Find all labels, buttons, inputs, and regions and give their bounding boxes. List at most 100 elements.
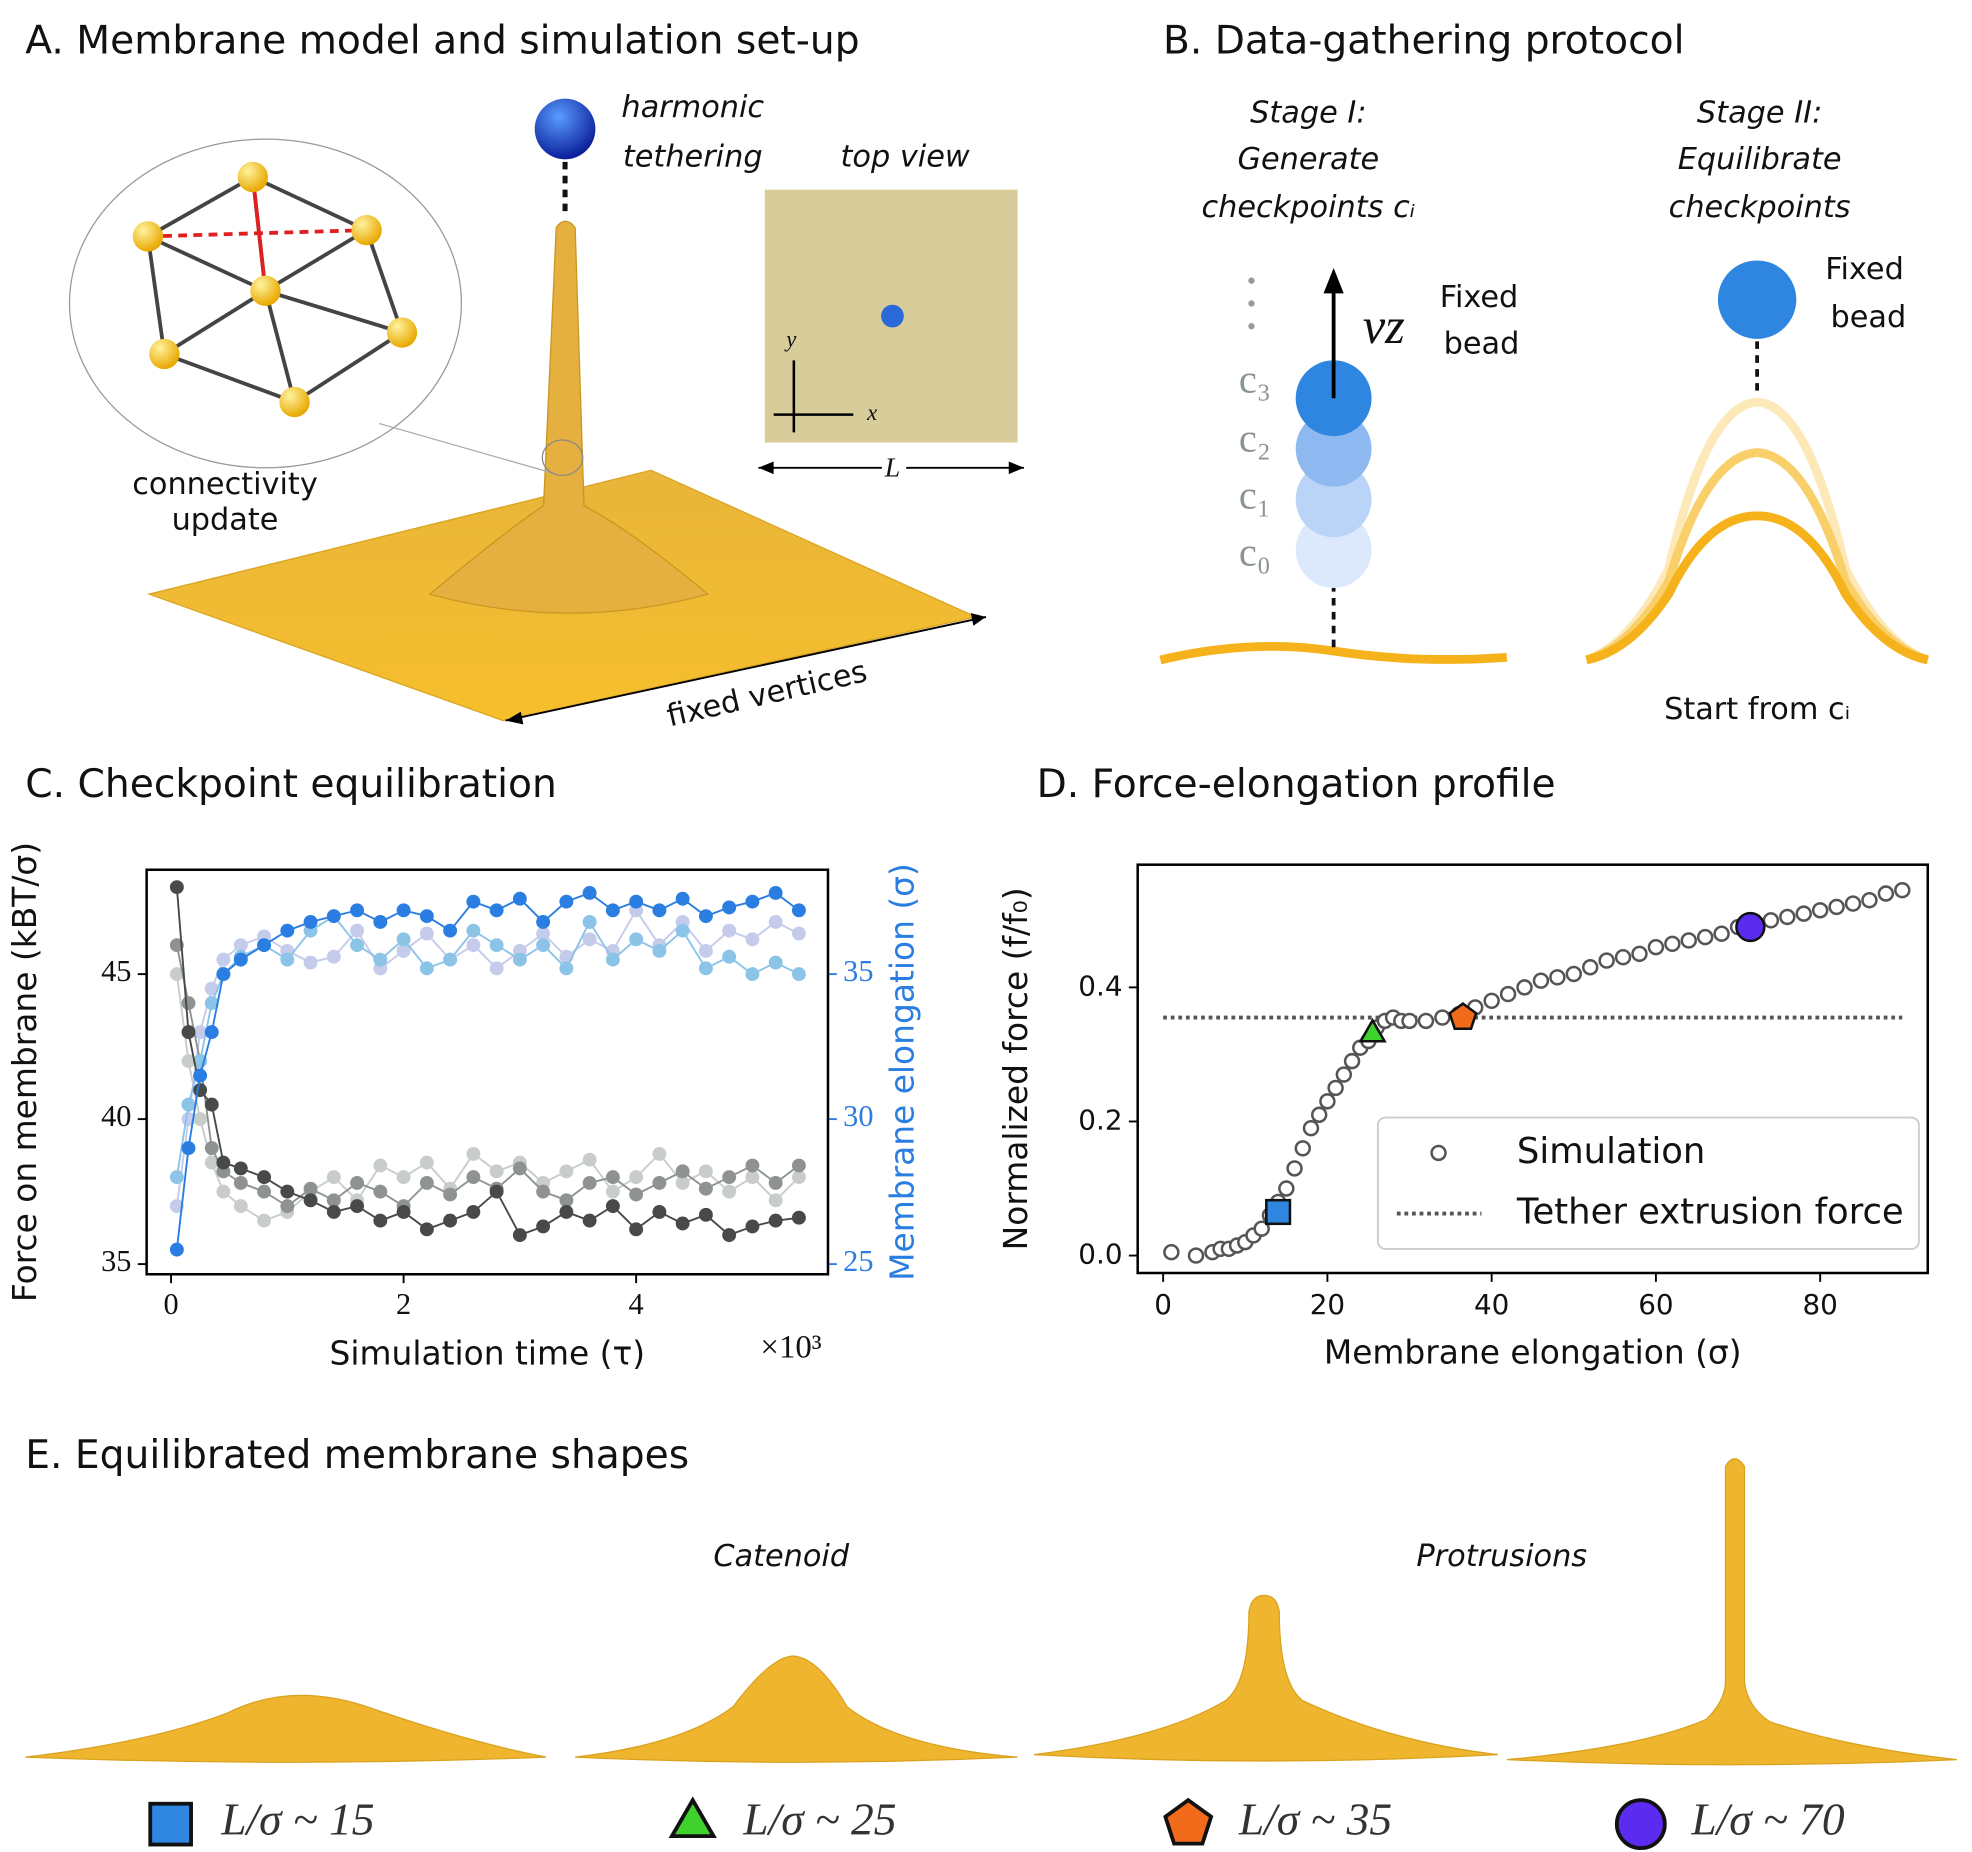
annotation: Stage I: [1250, 95, 1366, 130]
data-point [698, 961, 713, 976]
data-point [629, 1170, 644, 1185]
data-point [233, 952, 248, 967]
data-point [675, 1175, 690, 1190]
panel-title: E. Equilibrated membrane shapes [25, 1433, 689, 1478]
data-point [373, 1213, 388, 1228]
annotation: harmonic [621, 90, 764, 125]
data-point [791, 967, 806, 982]
data-point [489, 938, 504, 953]
data-point [1343, 1052, 1361, 1070]
annotation: Stage II: [1697, 95, 1822, 130]
legend-marker [1614, 1798, 1667, 1851]
data-point [1253, 1220, 1270, 1237]
data-point [350, 923, 365, 938]
data-point [443, 923, 458, 938]
annotation: checkpoints [1669, 190, 1851, 225]
data-point [204, 1141, 219, 1156]
data-point [466, 894, 481, 909]
x-tick-label: 80 [1802, 1288, 1837, 1321]
data-point [280, 1199, 295, 1214]
data-point [326, 1170, 341, 1185]
data-point [698, 943, 713, 958]
data-point [745, 894, 760, 909]
data-point [181, 1025, 196, 1040]
y-tick-label: 0.4 [1078, 969, 1122, 1002]
data-point [1499, 985, 1517, 1003]
data-point [536, 914, 551, 929]
data-point [193, 1025, 208, 1040]
data-point [675, 923, 690, 938]
data-point [443, 1187, 458, 1202]
y2-tick-label: 35 [843, 954, 873, 988]
data-point [652, 1146, 667, 1161]
data-point [419, 1175, 434, 1190]
data-point [303, 914, 318, 929]
data-point [1319, 1093, 1336, 1110]
checkpoint-label: c₁ [1239, 473, 1271, 518]
data-point [536, 1184, 551, 1199]
data-point [745, 1158, 760, 1173]
annotation: bead [1830, 300, 1906, 335]
data-point [582, 932, 597, 947]
data-point [768, 1193, 783, 1208]
data-point [257, 1184, 272, 1199]
data-point [582, 1152, 597, 1167]
data-point [373, 914, 388, 929]
data-point [1861, 892, 1878, 909]
data-point [1187, 1247, 1205, 1264]
data-point [1614, 948, 1632, 966]
data-point [652, 1204, 667, 1219]
data-point [536, 1219, 551, 1234]
legend-label: L/σ ~ 15 [220, 1794, 374, 1845]
data-point [350, 938, 365, 953]
protocol-illustration [1159, 260, 1930, 665]
data-point [605, 1170, 620, 1185]
data-point [303, 955, 318, 970]
data-point [791, 903, 806, 918]
data-point [745, 932, 760, 947]
data-point [698, 1164, 713, 1179]
data-point [1483, 992, 1500, 1010]
data-point [582, 1175, 597, 1190]
data-point [280, 1184, 295, 1199]
data-point [559, 1193, 574, 1208]
data-point [489, 1164, 504, 1179]
data-point [193, 1083, 208, 1098]
x-axis-label: Simulation time (τ) [330, 1334, 646, 1373]
data-point [216, 1155, 231, 1170]
data-point [233, 1161, 248, 1176]
data-point [559, 961, 574, 976]
data-point [326, 1193, 341, 1208]
chart-title: D. Force-elongation profile [1037, 762, 1556, 807]
data-point [768, 1213, 783, 1228]
data-point [466, 1170, 481, 1185]
annotation: checkpoints cᵢ [1202, 190, 1416, 225]
data-point [443, 1213, 458, 1228]
data-point [396, 943, 411, 958]
data-point [443, 952, 458, 967]
highlight-marker [1448, 1002, 1478, 1031]
data-point [722, 923, 737, 938]
data-point [193, 1068, 208, 1083]
chart-title: C. Checkpoint equilibration [25, 762, 557, 807]
data-point [419, 926, 434, 941]
data-point [1795, 905, 1812, 922]
data-point [791, 1158, 806, 1173]
y2-tick-label: 25 [843, 1244, 873, 1278]
data-point [1894, 881, 1911, 899]
data-point [326, 909, 341, 924]
data-point [350, 1175, 365, 1190]
annotation: L [884, 453, 900, 484]
data-point [768, 1175, 783, 1190]
data-point [652, 943, 667, 958]
data-point [1828, 898, 1845, 916]
x-tick-label: 2 [396, 1287, 411, 1321]
data-point [1565, 965, 1583, 983]
data-point [1516, 979, 1533, 996]
data-point [559, 894, 574, 909]
data-point [629, 894, 644, 909]
data-point [768, 885, 783, 900]
data-point [512, 952, 527, 967]
y-tick-label: 0.2 [1078, 1103, 1122, 1136]
data-point [605, 1184, 620, 1199]
